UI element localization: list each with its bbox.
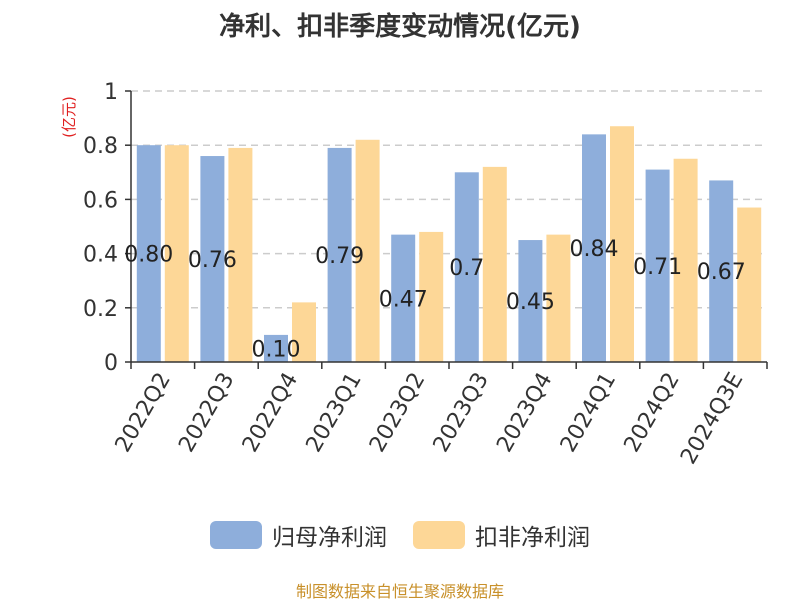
bar-deducted-profit: [546, 234, 571, 362]
data-label: 0.84: [570, 237, 619, 262]
y-axis-label: (亿元): [60, 96, 78, 138]
legend: 归母净利润 扣非净利润: [0, 518, 800, 552]
x-tick-label: 2024Q3E: [676, 369, 748, 469]
x-tick-label: 2023Q4: [492, 369, 557, 457]
data-label: 0.45: [506, 290, 555, 315]
data-label: 0.71: [633, 255, 682, 280]
bar-deducted-profit: [228, 147, 253, 362]
bar-net-profit: [582, 134, 606, 362]
bar-net-profit: [645, 169, 670, 362]
bar-net-profit: [518, 240, 543, 362]
y-tick-label: 0.8: [83, 134, 118, 159]
legend-item-net-profit[interactable]: 归母净利润: [210, 518, 387, 552]
bar-net-profit: [327, 147, 352, 362]
y-tick-label: 1: [104, 80, 118, 105]
bar-deducted-profit: [419, 231, 444, 362]
data-label: 0.79: [315, 244, 364, 269]
bar-deducted-profit: [292, 302, 316, 362]
bar-net-profit: [709, 180, 734, 362]
chart-title: 净利、扣非季度变动情况(亿元): [219, 12, 581, 42]
bar-deducted-profit: [673, 158, 698, 362]
legend-item-deducted-profit[interactable]: 扣非净利润: [413, 518, 590, 552]
legend-swatch-deducted-profit: [413, 521, 465, 549]
legend-label-deducted-profit: 扣非净利润: [475, 525, 590, 551]
data-label: 0.47: [379, 287, 428, 312]
x-tick-label: 2023Q3: [429, 369, 494, 457]
x-tick-label: 2022Q2: [111, 369, 176, 457]
bar-deducted-profit: [482, 166, 507, 362]
x-tick-label: 2023Q1: [301, 369, 366, 457]
bar-net-profit: [264, 334, 288, 362]
legend-label-net-profit: 归母净利润: [272, 525, 387, 551]
data-label: 0.10: [252, 337, 301, 362]
bar-net-profit: [391, 234, 416, 362]
data-label: 0.80: [124, 243, 173, 268]
y-tick-label: 0: [104, 351, 118, 376]
legend-swatch-net-profit: [210, 521, 262, 549]
data-label: 0.76: [188, 248, 237, 273]
x-tick-label: 2024Q1: [556, 369, 621, 457]
bar-deducted-profit: [737, 207, 762, 362]
x-tick-label: 2022Q4: [238, 369, 303, 457]
data-label: 0.67: [697, 260, 746, 285]
y-tick-label: 0.4: [83, 243, 118, 268]
x-tick-label: 2024Q2: [619, 369, 684, 457]
x-tick-label: 2022Q3: [174, 369, 239, 457]
bar-net-profit: [454, 172, 479, 362]
bar-deducted-profit: [610, 126, 634, 362]
bar-net-profit: [200, 156, 225, 362]
bar-deducted-profit: [355, 139, 380, 362]
bar-net-profit: [136, 145, 161, 362]
data-label: 0.7: [449, 256, 484, 281]
y-tick-label: 0.6: [83, 188, 118, 213]
x-tick-label: 2023Q2: [365, 369, 430, 457]
source-note: 制图数据来自恒生聚源数据库: [295, 582, 504, 601]
bar-deducted-profit: [164, 145, 189, 362]
y-tick-label: 0.2: [83, 297, 118, 322]
